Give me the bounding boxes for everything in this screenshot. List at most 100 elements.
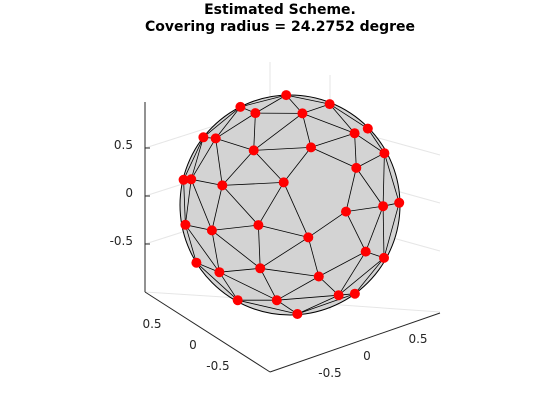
scheme-point	[349, 288, 360, 299]
mesh-edge	[190, 138, 217, 180]
mesh-edge	[255, 94, 287, 114]
mesh-edge	[219, 267, 261, 273]
scheme-point	[214, 267, 225, 278]
scheme-point	[235, 101, 246, 112]
z-tick-label: 0.5	[114, 138, 133, 152]
mesh-edge	[211, 230, 261, 269]
scheme-point	[394, 197, 405, 208]
mesh-edge	[185, 224, 220, 273]
scheme-point	[271, 295, 282, 306]
scheme-point	[378, 201, 389, 212]
x-tick-label: 0.5	[142, 317, 161, 331]
mesh-edge	[383, 202, 400, 259]
mesh-edge	[345, 167, 357, 212]
mesh-edge	[203, 106, 241, 138]
scheme-point	[306, 142, 316, 153]
mesh-edge	[308, 211, 347, 238]
scheme-point	[206, 225, 217, 236]
mesh-edge	[211, 224, 259, 231]
axis-line	[144, 291, 271, 373]
mesh-edge	[222, 150, 254, 186]
scheme-point	[303, 232, 314, 243]
sphere-mesh	[179, 94, 401, 316]
scheme-point	[351, 162, 362, 173]
mesh-edge	[185, 179, 192, 225]
mesh-edge	[183, 137, 204, 180]
scheme-point	[360, 246, 371, 257]
y-tick-label: 0.5	[408, 332, 427, 346]
mesh-edge	[215, 138, 223, 186]
mesh-edge	[258, 182, 285, 226]
scheme-point	[186, 174, 197, 185]
mesh-edge	[286, 94, 330, 105]
scheme-point	[178, 174, 189, 185]
mesh-edge	[222, 182, 284, 186]
mesh-edge	[297, 293, 356, 315]
mesh-edge	[211, 230, 220, 273]
scheme-point	[313, 271, 324, 282]
mesh-edge	[310, 147, 357, 169]
scheme-point	[379, 148, 390, 159]
x-tick-label: -0.5	[206, 359, 229, 373]
scheme-point	[217, 180, 228, 191]
mesh-edge	[219, 271, 239, 301]
mesh-edge	[329, 103, 369, 129]
mesh-edge	[354, 133, 357, 168]
scheme-point	[250, 108, 261, 119]
mesh-edge	[185, 224, 197, 263]
mesh-edge	[307, 237, 320, 277]
mesh-edge	[365, 206, 384, 252]
mesh-edge	[258, 224, 309, 238]
scheme-point	[255, 263, 266, 274]
scheme-point	[324, 99, 335, 110]
scheme-point	[333, 290, 344, 301]
mesh-edge	[382, 206, 385, 258]
mesh-edge	[354, 132, 385, 154]
mesh-edge	[253, 147, 312, 151]
mesh-edge	[318, 251, 366, 277]
mesh-edge	[310, 132, 355, 148]
scheme-point	[362, 123, 373, 134]
x-tick-label: 0	[189, 338, 197, 352]
mesh-edge	[338, 257, 385, 296]
mesh-edge	[222, 185, 259, 226]
chart-title-line-2: Covering radius = 24.2752 degree	[144, 19, 416, 35]
mesh-edge	[190, 179, 213, 231]
z-tick-label: 0	[125, 186, 133, 200]
mesh-edge	[345, 211, 367, 252]
scheme-point	[180, 219, 191, 230]
mesh-edge	[253, 113, 303, 151]
scheme-point	[379, 252, 389, 263]
mesh-edge	[211, 185, 223, 231]
mesh-edge	[338, 251, 367, 296]
mesh-edge	[253, 113, 256, 151]
scheme-point	[278, 177, 289, 188]
scheme-points	[178, 90, 405, 319]
mesh-edge	[183, 179, 186, 225]
mesh-edge	[384, 153, 400, 203]
mesh-edge	[260, 267, 319, 277]
mesh-edge	[240, 94, 287, 108]
scheme-point	[210, 133, 221, 144]
scheme-point	[248, 145, 259, 156]
mesh-edge	[356, 152, 385, 169]
mesh-edge	[215, 112, 256, 139]
scheme-point	[253, 220, 264, 231]
tick-labels: 0.5 0 -0.5 0.5 0 -0.5 0.5 0 -0.5	[110, 138, 428, 380]
mesh-edge	[191, 178, 223, 186]
scheme-point	[349, 128, 360, 139]
mesh-edge	[355, 167, 384, 207]
scheme-point	[341, 206, 351, 217]
mesh-edge	[258, 225, 261, 269]
scheme-point	[281, 90, 292, 101]
mesh-edge	[259, 268, 278, 301]
scheme-point	[297, 108, 308, 119]
y-tick-label: -0.5	[318, 366, 341, 380]
mesh-edge	[253, 150, 284, 183]
mesh-edge	[297, 294, 339, 315]
mesh-edge	[237, 299, 298, 315]
mesh-edge	[215, 138, 254, 151]
mesh-edge	[345, 205, 384, 212]
mesh-edge	[283, 182, 309, 238]
mesh-edge	[354, 257, 385, 294]
